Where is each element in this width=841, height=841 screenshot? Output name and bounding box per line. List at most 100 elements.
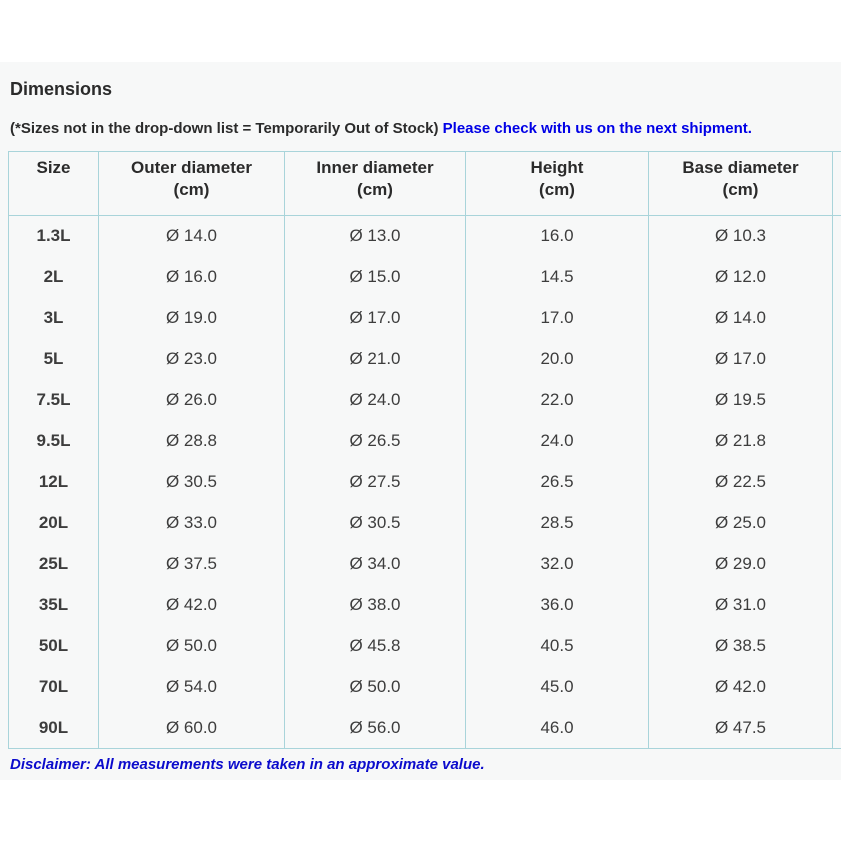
height-cell: 16.0: [465, 215, 649, 257]
stock-note: (*Sizes not in the drop-down list = Temp…: [0, 100, 841, 138]
outer-diameter-cell: Ø 14.0: [98, 215, 285, 257]
clipped-cell: [832, 502, 841, 544]
outer-diameter-cell: Ø 23.0: [98, 338, 285, 380]
clipped-cell: [832, 666, 841, 708]
base-diameter-cell: Ø 31.0: [648, 584, 833, 626]
base-diameter-cell: Ø 12.0: [648, 256, 833, 298]
table-row: 70L Ø 54.0 Ø 50.0 45.0 Ø 42.0: [8, 666, 841, 708]
table-container: Size Outer diameter (cm) Inner diameter (c…: [8, 151, 841, 749]
table-row: 3L Ø 19.0 Ø 17.0 17.0 Ø 14.0: [8, 297, 841, 339]
clipped-cell: [832, 707, 841, 749]
height-cell: 14.5: [465, 256, 649, 298]
outer-diameter-cell: Ø 30.5: [98, 461, 285, 503]
size-cell: 70L: [8, 666, 99, 708]
col-header-label: Size: [36, 158, 71, 177]
height-cell: 40.5: [465, 625, 649, 667]
outer-diameter-cell: Ø 37.5: [98, 543, 285, 585]
dimensions-table: Size Outer diameter (cm) Inner diameter (c…: [8, 151, 841, 749]
base-diameter-cell: Ø 10.3: [648, 215, 833, 257]
outer-diameter-cell: Ø 42.0: [98, 584, 285, 626]
inner-diameter-cell: Ø 24.0: [284, 379, 466, 421]
outer-diameter-cell: Ø 54.0: [98, 666, 285, 708]
height-cell: 28.5: [465, 502, 649, 544]
table-row: 9.5L Ø 28.8 Ø 26.5 24.0 Ø 21.8: [8, 420, 841, 462]
inner-diameter-cell: Ø 50.0: [284, 666, 466, 708]
size-cell: 25L: [8, 543, 99, 585]
col-header-outer-diameter: Outer diameter (cm): [98, 151, 285, 216]
clipped-cell: [832, 215, 841, 257]
inner-diameter-cell: Ø 15.0: [284, 256, 466, 298]
inner-diameter-cell: Ø 30.5: [284, 502, 466, 544]
col-header-label: Outer diameter: [131, 158, 252, 177]
table-row: 12L Ø 30.5 Ø 27.5 26.5 Ø 22.5: [8, 461, 841, 503]
base-diameter-cell: Ø 17.0: [648, 338, 833, 380]
height-cell: 46.0: [465, 707, 649, 749]
col-header-unit: (cm): [357, 180, 393, 199]
inner-diameter-cell: Ø 13.0: [284, 215, 466, 257]
clipped-cell: [832, 461, 841, 503]
base-diameter-cell: Ø 29.0: [648, 543, 833, 585]
size-cell: 9.5L: [8, 420, 99, 462]
stock-note-text: (*Sizes not in the drop-down list = Temp…: [10, 120, 443, 137]
height-cell: 22.0: [465, 379, 649, 421]
base-diameter-cell: Ø 21.8: [648, 420, 833, 462]
base-diameter-cell: Ø 47.5: [648, 707, 833, 749]
inner-diameter-cell: Ø 34.0: [284, 543, 466, 585]
disclaimer-text: Disclaimer: All measurements were taken …: [10, 756, 485, 773]
clipped-cell: [832, 584, 841, 626]
table-row: 1.3L Ø 14.0 Ø 13.0 16.0 Ø 10.3: [8, 215, 841, 257]
size-cell: 20L: [8, 502, 99, 544]
table-row: 7.5L Ø 26.0 Ø 24.0 22.0 Ø 19.5: [8, 379, 841, 421]
inner-diameter-cell: Ø 38.0: [284, 584, 466, 626]
table-row: 25L Ø 37.5 Ø 34.0 32.0 Ø 29.0: [8, 543, 841, 585]
col-header-label: Inner diameter: [316, 158, 434, 177]
base-diameter-cell: Ø 14.0: [648, 297, 833, 339]
outer-diameter-cell: Ø 16.0: [98, 256, 285, 298]
table-row: 5L Ø 23.0 Ø 21.0 20.0 Ø 17.0: [8, 338, 841, 380]
base-diameter-cell: Ø 25.0: [648, 502, 833, 544]
outer-diameter-cell: Ø 60.0: [98, 707, 285, 749]
height-cell: 36.0: [465, 584, 649, 626]
clipped-cell: [832, 543, 841, 585]
inner-diameter-cell: Ø 56.0: [284, 707, 466, 749]
outer-diameter-cell: Ø 19.0: [98, 297, 285, 339]
col-header-height: Height (cm): [465, 151, 649, 216]
table-row: 50L Ø 50.0 Ø 45.8 40.5 Ø 38.5: [8, 625, 841, 667]
page-title: Dimensions: [10, 79, 113, 99]
col-header-label: Base diameter: [682, 158, 799, 177]
clipped-cell: [832, 379, 841, 421]
inner-diameter-cell: Ø 45.8: [284, 625, 466, 667]
clipped-cell: [832, 297, 841, 339]
size-cell: 5L: [8, 338, 99, 380]
table-row: 35L Ø 42.0 Ø 38.0 36.0 Ø 31.0: [8, 584, 841, 626]
height-cell: 24.0: [465, 420, 649, 462]
size-cell: 35L: [8, 584, 99, 626]
size-cell: 90L: [8, 707, 99, 749]
outer-diameter-cell: Ø 33.0: [98, 502, 285, 544]
col-header-inner-diameter: Inner diameter (cm): [284, 151, 466, 216]
base-diameter-cell: Ø 42.0: [648, 666, 833, 708]
col-header-unit: (cm): [722, 180, 759, 199]
table-row: 90L Ø 60.0 Ø 56.0 46.0 Ø 47.5: [8, 707, 841, 749]
col-header-label: Height: [530, 158, 584, 177]
clipped-cell: [832, 256, 841, 298]
inner-diameter-cell: Ø 27.5: [284, 461, 466, 503]
outer-diameter-cell: Ø 26.0: [98, 379, 285, 421]
inner-diameter-cell: Ø 21.0: [284, 338, 466, 380]
base-diameter-cell: Ø 19.5: [648, 379, 833, 421]
stock-note-link: Please check with us on the next shipmen…: [442, 120, 752, 137]
page-top-whitespace: [0, 0, 841, 62]
height-cell: 17.0: [465, 297, 649, 339]
height-cell: 45.0: [465, 666, 649, 708]
clipped-cell: [832, 420, 841, 462]
col-header-unit: (cm): [173, 180, 210, 199]
base-diameter-cell: Ø 38.5: [648, 625, 833, 667]
clipped-cell: [832, 338, 841, 380]
table-header-row: Size Outer diameter (cm) Inner diameter (c…: [8, 151, 841, 216]
size-cell: 7.5L: [8, 379, 99, 421]
col-header-size: Size: [8, 151, 99, 216]
col-header-base-diameter: Base diameter (cm): [648, 151, 833, 216]
height-cell: 26.5: [465, 461, 649, 503]
size-cell: 12L: [8, 461, 99, 503]
table-row: 2L Ø 16.0 Ø 15.0 14.5 Ø 12.0: [8, 256, 841, 298]
